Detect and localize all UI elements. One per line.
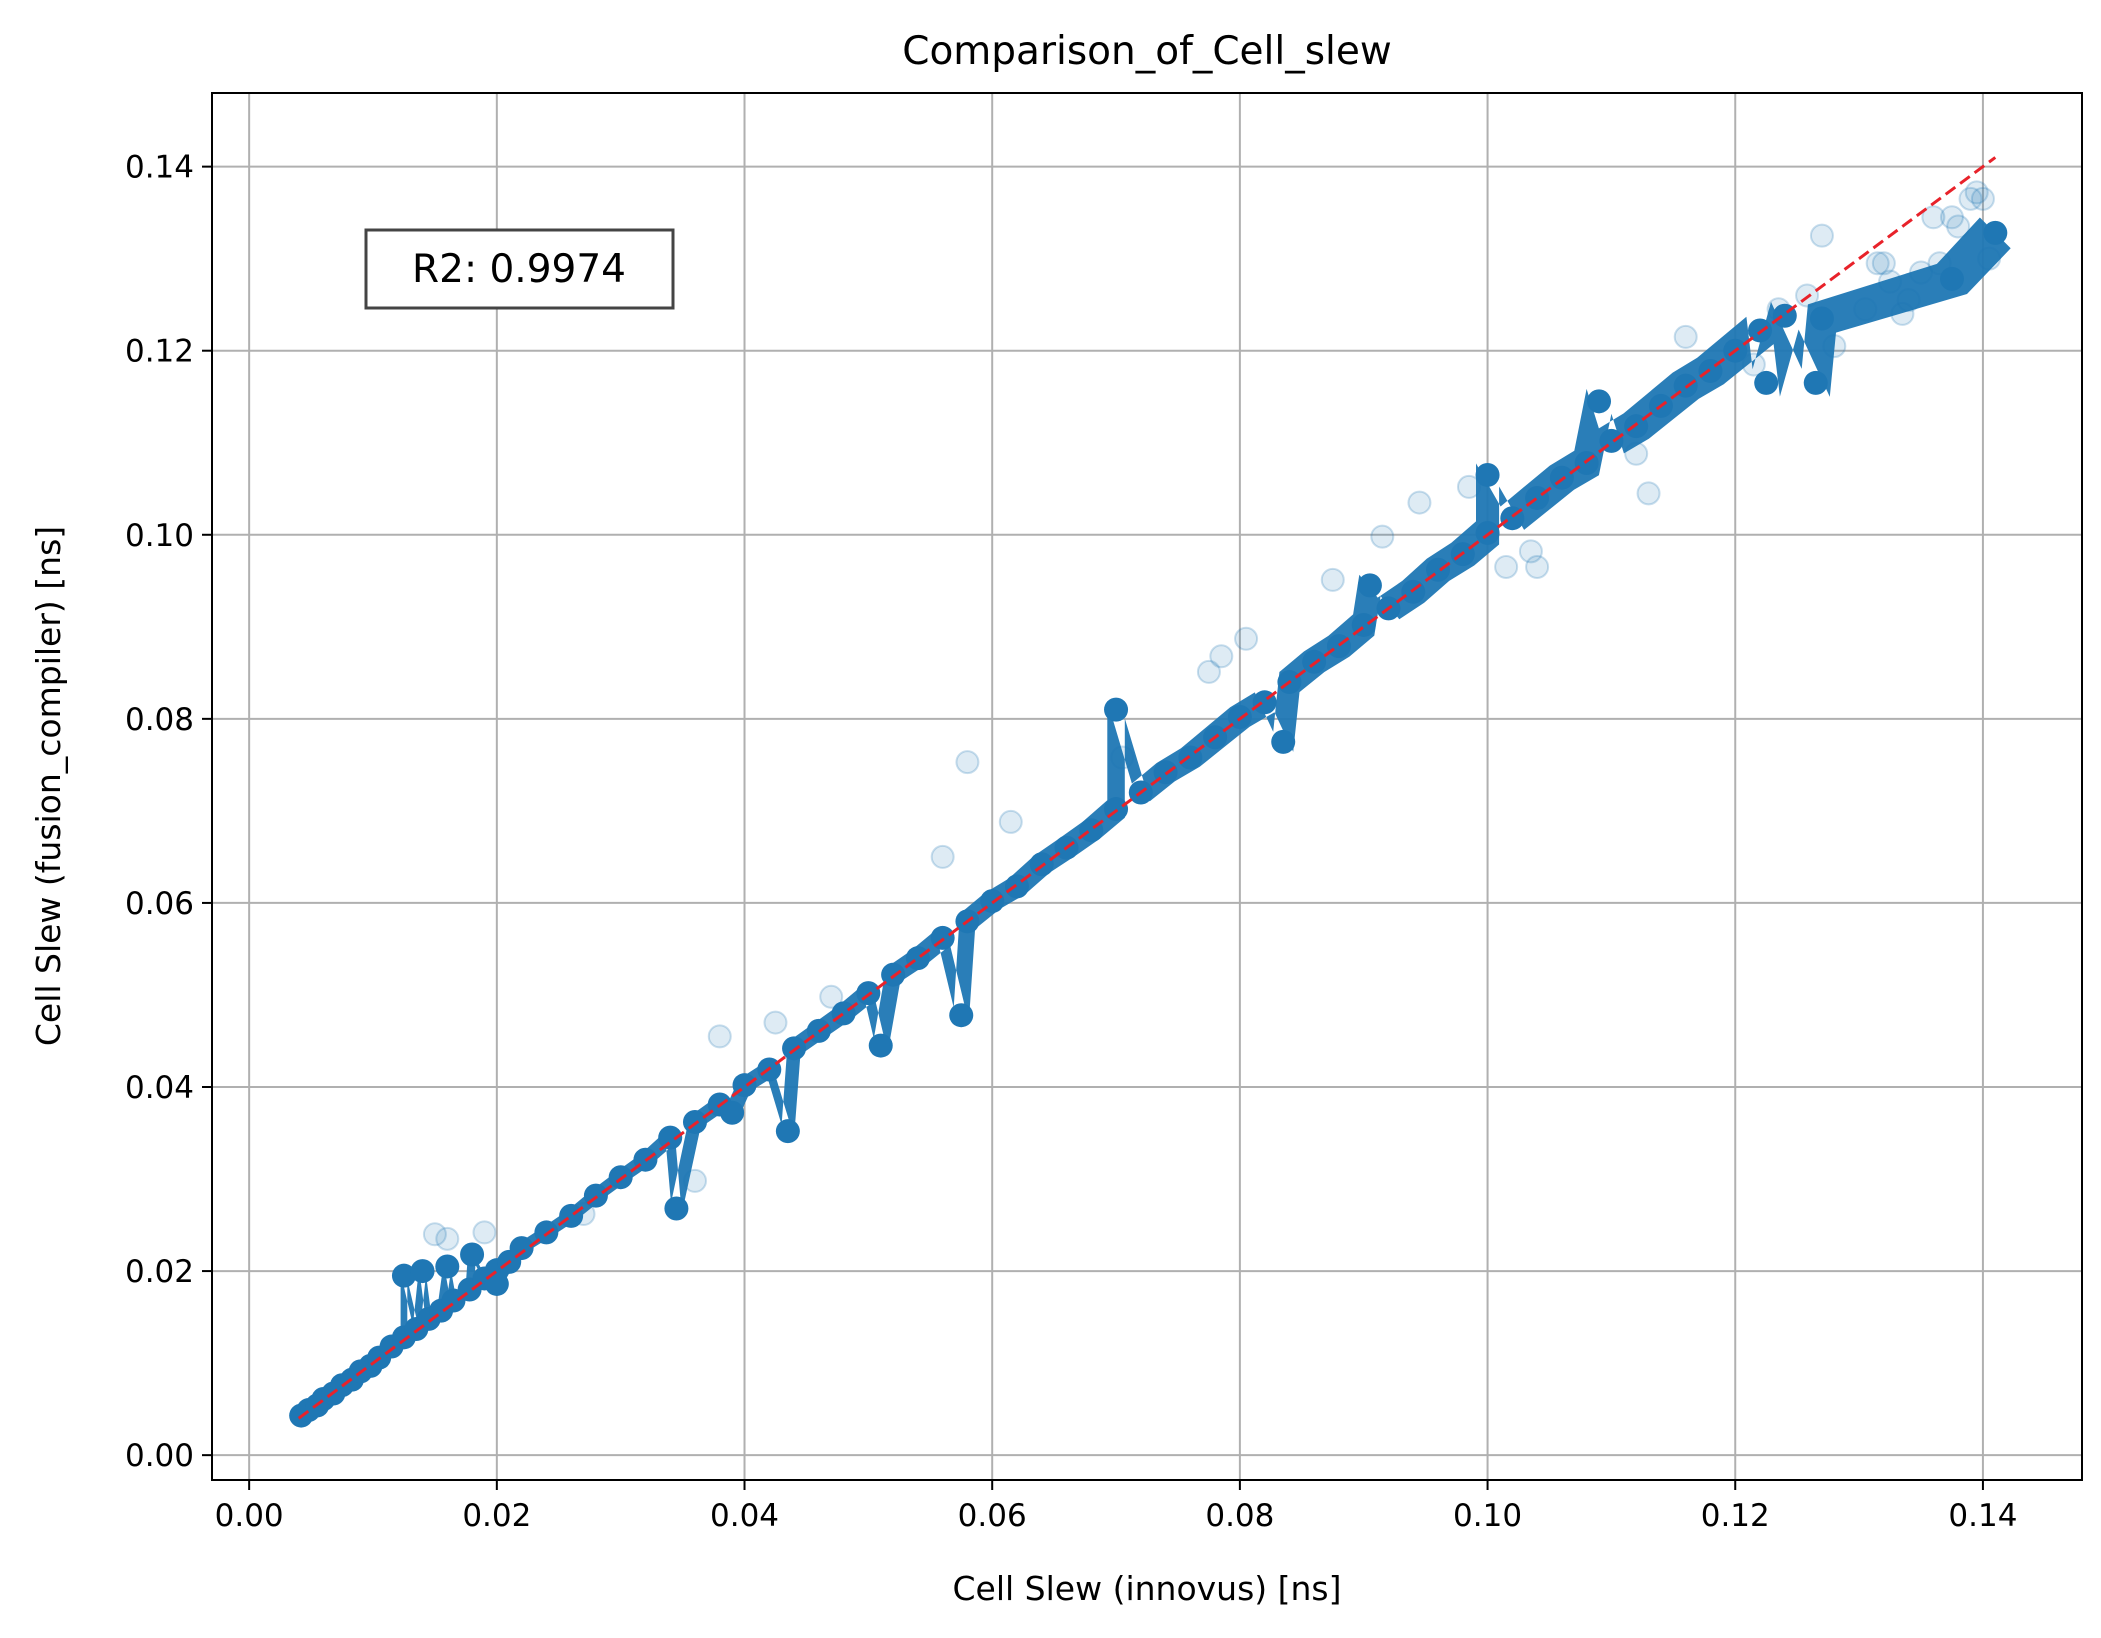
- faint-data-point: [763, 1010, 788, 1035]
- faint-data-point: [1939, 205, 1964, 230]
- data-point: [1357, 573, 1382, 598]
- faint-data-point: [1636, 481, 1661, 506]
- axis-ticks: 0.00 0.02 0.04 0.06 0.08 0.10 0.12 0.14 0.00 0.02…: [125, 150, 2017, 1534]
- faint-data-point: [1946, 214, 1971, 239]
- faint-data-point: [472, 1220, 497, 1245]
- data-point: [1271, 729, 1296, 754]
- x-axis-label: Cell Slew (innovus) [ns]: [953, 1569, 1342, 1608]
- y-tick-label: 0.02: [125, 1254, 194, 1290]
- faint-data-point: [422, 1222, 447, 1247]
- faint-data-point: [1209, 644, 1234, 669]
- identity-line: [297, 156, 1997, 1420]
- data-point: [1475, 462, 1500, 487]
- y-tick-label: 0.06: [125, 886, 194, 922]
- data-point: [905, 946, 930, 971]
- x-tick-label: 0.06: [958, 1498, 1027, 1534]
- faint-data-point: [1896, 288, 1921, 313]
- faint-data-point: [435, 1226, 460, 1251]
- data-point: [658, 1125, 683, 1150]
- x-tick-label: 0.12: [1701, 1498, 1770, 1534]
- data-point: [1939, 266, 1964, 291]
- y-tick-label: 0.00: [125, 1438, 194, 1474]
- y-tick-label: 0.08: [125, 702, 194, 738]
- plot-frame: [211, 92, 2083, 1481]
- data-point: [1754, 370, 1779, 395]
- faint-data-point: [1927, 251, 1952, 276]
- y-tick-label: 0.04: [125, 1070, 194, 1106]
- data-point: [1587, 389, 1612, 414]
- faint-data-point: [1741, 352, 1766, 377]
- data-point: [391, 1263, 416, 1288]
- faint-data-point: [998, 809, 1023, 834]
- x-tick-label: 0.04: [710, 1498, 779, 1534]
- faint-data-point: [1822, 334, 1847, 359]
- faint-data-point: [1909, 260, 1934, 285]
- faint-data-point: [682, 1168, 707, 1193]
- r2-annotation-box: [364, 228, 675, 310]
- data-point: [868, 1033, 893, 1058]
- data-point: [1983, 220, 2008, 245]
- faint-data-point: [1624, 441, 1649, 466]
- r2-annotation-text: R2: 0.9974: [412, 247, 626, 292]
- data-point: [1809, 306, 1834, 331]
- x-tick-label: 0.14: [1948, 1498, 2017, 1534]
- faint-data-point: [1673, 324, 1698, 349]
- y-axis-label: Cell Slew (fusion_compiler) [ns]: [29, 526, 68, 1046]
- faint-data-point: [1320, 567, 1345, 592]
- faint-data-point: [1878, 269, 1903, 294]
- faint-data-point: [1494, 554, 1519, 579]
- y-tick-label: 0.14: [125, 150, 194, 186]
- reference-line: [297, 156, 1997, 1420]
- faint-data-point: [1921, 205, 1946, 230]
- faint-data-point: [1407, 490, 1432, 515]
- faint-data-point: [930, 844, 955, 869]
- y-tick-label: 0.12: [125, 334, 194, 370]
- data-point: [509, 1236, 534, 1261]
- x-tick-label: 0.10: [1453, 1498, 1522, 1534]
- data-point: [831, 1001, 856, 1026]
- r2-annotation: R2: 0.9974: [364, 228, 675, 310]
- faint-data-point: [1871, 251, 1896, 276]
- faint-data-point: [1958, 186, 1983, 211]
- data-point: [410, 1259, 435, 1284]
- data-point: [775, 1119, 800, 1144]
- data-point: [720, 1100, 745, 1125]
- data-point: [1525, 485, 1550, 510]
- y-tick-label: 0.10: [125, 518, 194, 554]
- data-point: [1803, 370, 1828, 395]
- faint-data-point: [1518, 539, 1543, 564]
- faint-data-point: [1853, 297, 1878, 322]
- data-point: [664, 1196, 689, 1221]
- faint-data-point: [1196, 659, 1221, 684]
- data-point: [460, 1242, 485, 1267]
- faint-data-point: [1110, 745, 1135, 770]
- faint-data-point: [1525, 554, 1550, 579]
- faint-data-point: [1890, 301, 1915, 326]
- faint-data-point: [1456, 474, 1481, 499]
- faint-data-point: [1809, 223, 1834, 248]
- data-point: [1104, 697, 1129, 722]
- data-point: [484, 1271, 509, 1296]
- faint-data-point: [1964, 180, 1989, 205]
- x-tick-label: 0.00: [215, 1498, 284, 1534]
- faint-data-point: [1970, 186, 1995, 211]
- data-point: [435, 1254, 460, 1279]
- faint-data-point: [819, 984, 844, 1009]
- faint-data-point: [707, 1024, 732, 1049]
- faint-data-point: [1370, 524, 1395, 549]
- data-point: [559, 1203, 584, 1228]
- x-tick-label: 0.02: [462, 1498, 531, 1534]
- faint-data-point: [1865, 251, 1890, 276]
- grid-lines: [212, 93, 2082, 1480]
- data-point: [949, 1003, 974, 1028]
- x-tick-label: 0.08: [1205, 1498, 1274, 1534]
- chart-title: Comparison_of_Cell_slew: [902, 29, 1392, 74]
- faint-data-point: [955, 750, 980, 775]
- faint-data-point: [1234, 626, 1259, 651]
- faint-data-point: [1977, 246, 2002, 271]
